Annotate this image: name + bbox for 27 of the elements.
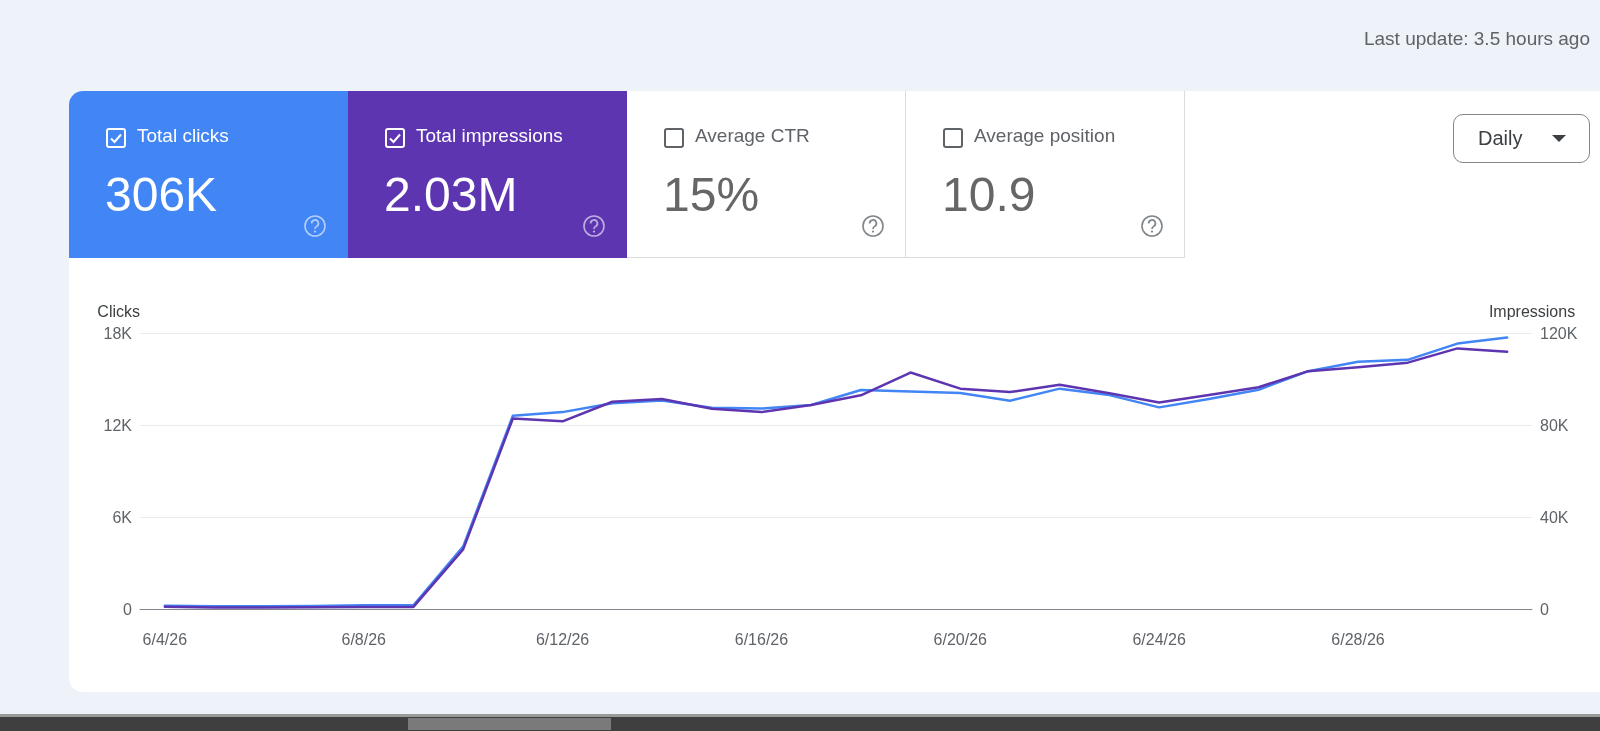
x-tick-label: 6/28/26 <box>1331 630 1385 648</box>
y-tick-label: 18K <box>103 324 133 342</box>
text: Last update: 3.5 hours ago <box>1363 28 1590 50</box>
y-tick-label: 6K <box>112 508 133 526</box>
y2-axis-title: Impressions <box>1488 302 1576 320</box>
y-tick-label: 12K <box>103 416 133 434</box>
y2-tick-label: 0 <box>1540 600 1549 618</box>
y2-tick-label: 80K <box>1540 416 1569 434</box>
y-axis-title: Clicks <box>97 302 140 320</box>
text: 2.03M <box>384 167 518 223</box>
y2-tick-label: 120K <box>1540 324 1578 342</box>
text: Average position <box>974 124 1116 148</box>
x-tick-label: 6/8/26 <box>341 630 387 648</box>
text: 306K <box>105 167 218 223</box>
x-tick-label: 6/4/26 <box>142 630 188 648</box>
y-tick-label: 0 <box>123 600 133 618</box>
text: 15% <box>663 167 760 223</box>
x-tick-label: 6/20/26 <box>933 630 988 648</box>
y2-tick-label: 40K <box>1540 508 1569 526</box>
x-tick-label: 6/24/26 <box>1132 630 1186 648</box>
text: Total impressions <box>416 124 563 148</box>
dropdown: Daily <box>1453 114 1590 163</box>
x-tick-label: 6/16/26 <box>734 630 789 648</box>
text: Average CTR <box>695 124 810 148</box>
text: 10.9 <box>942 167 1036 223</box>
x-tick-label: 6/12/26 <box>535 630 590 648</box>
text: Total clicks <box>137 124 229 148</box>
